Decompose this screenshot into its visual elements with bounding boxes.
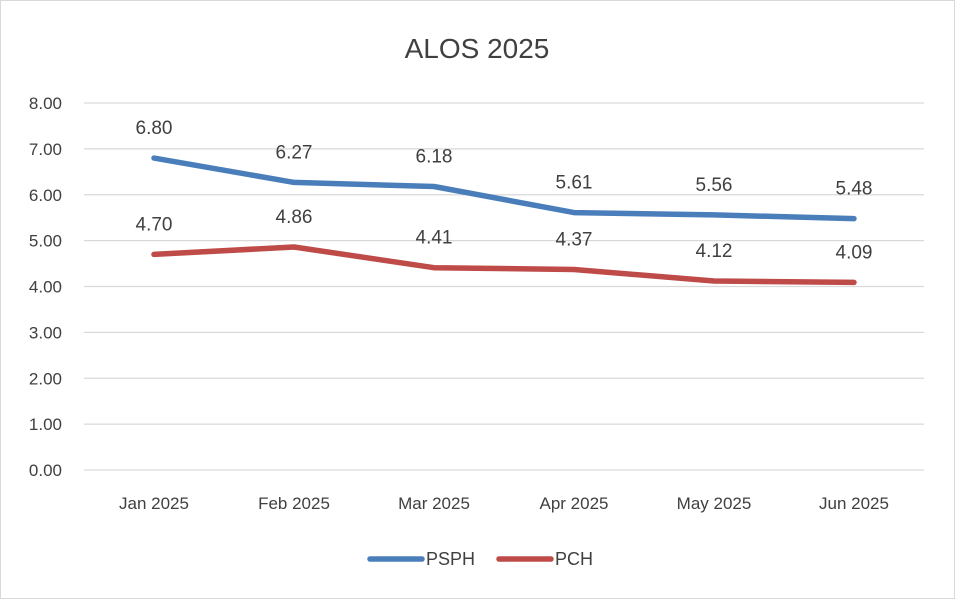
x-tick-label: Apr 2025 bbox=[540, 494, 609, 513]
legend-label: PCH bbox=[555, 549, 593, 569]
series-line-psph bbox=[151, 155, 857, 222]
data-label: 5.61 bbox=[556, 173, 593, 194]
x-tick-label: Jun 2025 bbox=[819, 494, 889, 513]
data-label: 6.27 bbox=[276, 142, 313, 163]
x-tick-label: Feb 2025 bbox=[258, 494, 330, 513]
chart-title: ALOS 2025 bbox=[405, 33, 550, 64]
y-tick-label: 6.00 bbox=[29, 186, 62, 205]
x-tick-label: Jan 2025 bbox=[119, 494, 189, 513]
data-label: 5.48 bbox=[836, 179, 873, 200]
x-tick-label: Mar 2025 bbox=[398, 494, 470, 513]
data-label: 4.86 bbox=[276, 207, 313, 228]
legend-label: PSPH bbox=[426, 549, 475, 569]
y-tick-label: 4.00 bbox=[29, 278, 62, 297]
y-tick-label: 1.00 bbox=[29, 415, 62, 434]
data-label: 4.12 bbox=[696, 241, 733, 262]
data-label: 5.56 bbox=[696, 175, 733, 196]
y-tick-label: 2.00 bbox=[29, 369, 62, 388]
y-tick-label: 5.00 bbox=[29, 232, 62, 251]
legend: PSPH PCH bbox=[367, 549, 593, 569]
data-label: 4.70 bbox=[136, 214, 173, 235]
data-label: 4.37 bbox=[556, 230, 593, 251]
series-line-pch bbox=[151, 244, 857, 286]
y-tick-label: 0.00 bbox=[29, 461, 62, 480]
data-label: 6.18 bbox=[416, 146, 453, 167]
x-axis-ticks: Jan 2025 Feb 2025 Mar 2025 Apr 2025 May 2025… bbox=[119, 494, 889, 513]
y-axis-ticks: 0.00 1.00 2.00 3.00 4.00 5.00 6.00 7.00 8.00 bbox=[29, 94, 62, 480]
series-lines bbox=[151, 155, 857, 286]
x-tick-label: May 2025 bbox=[677, 494, 752, 513]
data-label: 6.80 bbox=[136, 118, 173, 139]
y-tick-label: 7.00 bbox=[29, 140, 62, 159]
y-tick-label: 8.00 bbox=[29, 94, 62, 113]
data-label: 4.09 bbox=[836, 242, 873, 263]
gridlines bbox=[84, 102, 924, 471]
data-label: 4.41 bbox=[416, 228, 453, 249]
data-labels: 6.80 6.27 6.18 5.61 5.56 5.48 4.70 4.86 4.41 4.37… bbox=[136, 118, 873, 263]
y-tick-label: 3.00 bbox=[29, 323, 62, 342]
